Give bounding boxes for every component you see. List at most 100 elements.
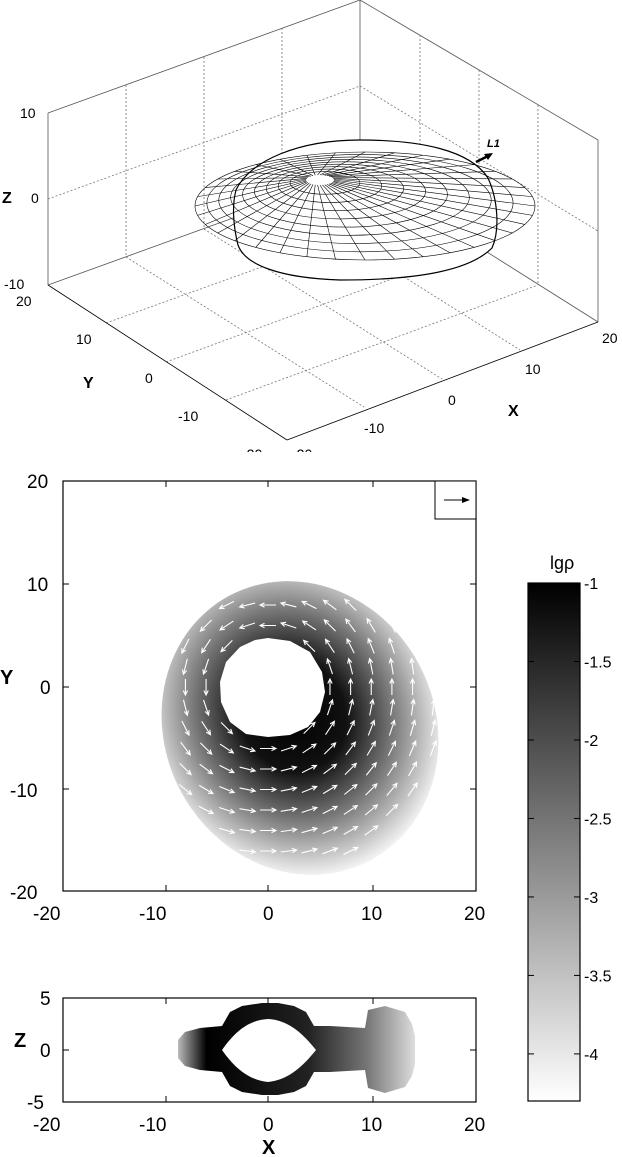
velocity-arrow (347, 657, 354, 675)
velocity-arrow (301, 620, 317, 631)
velocity-arrow (239, 766, 257, 773)
xz-x-tick-neg20: -20 (33, 1115, 60, 1136)
mesh-ring (277, 168, 383, 203)
velocity-arrow (181, 720, 190, 737)
velocity-arrow (366, 740, 377, 756)
xz-x-tick-0: 0 (263, 1115, 274, 1136)
l1-marker: L1 (475, 138, 500, 164)
mesh-spoke (234, 170, 310, 178)
velocity-arrow (431, 698, 437, 716)
xz-z-axis-label: Z (14, 1030, 26, 1052)
velocity-arrow (279, 621, 297, 629)
velocity-arrow (366, 617, 376, 633)
velocity-arrow (260, 848, 278, 854)
velocity-arrow (345, 741, 357, 756)
velocity-arrow (280, 744, 298, 752)
mesh-spoke (217, 177, 308, 180)
mesh-spoke (330, 182, 496, 241)
velocity-arrow (239, 807, 257, 814)
velocity-arrow (280, 847, 298, 854)
xy-axes-box (62, 480, 477, 892)
colorbar-tick-label: -3.5 (584, 968, 612, 985)
velocity-arrow (365, 761, 378, 776)
mesh-spoke (326, 158, 451, 176)
velocity-arrow (410, 698, 416, 716)
velocity-arrow (200, 639, 211, 654)
velocity-arrow (322, 599, 337, 611)
xz-y-tick-neg5: -5 (27, 1093, 44, 1114)
velocity-arrow (429, 739, 438, 757)
velocity-arrow (364, 825, 379, 836)
mesh-spoke (279, 158, 314, 176)
velocity-arrow (323, 763, 338, 775)
velocity-arrow (327, 677, 333, 695)
velocity-arrow (218, 620, 234, 631)
velocity-arrow (409, 719, 417, 736)
disc-outline (232, 139, 498, 281)
colorbar-tick-label: -2 (584, 733, 598, 750)
mesh-spoke (205, 181, 307, 225)
velocity-arrow (301, 826, 319, 834)
velocity-arrow (219, 743, 235, 754)
velocity-arrow (180, 741, 191, 756)
velocity-arrow (408, 637, 416, 654)
velocity-arrow (343, 825, 359, 835)
velocity-arrow (280, 827, 298, 833)
velocity-arrow (260, 807, 278, 813)
xz-y-tick-0: 0 (40, 1041, 51, 1062)
velocity-arrow (202, 699, 210, 717)
velocity-arrow (198, 784, 214, 795)
mesh-spoke (306, 155, 316, 176)
mesh-spoke (194, 179, 307, 207)
disc-surface (194, 139, 536, 281)
velocity-arrow (322, 826, 339, 835)
velocity-arrow (280, 765, 298, 772)
mesh-spoke (205, 177, 307, 188)
x-tick-20: 20 (602, 330, 618, 346)
mesh-spoke (255, 164, 312, 177)
velocity-arrow (239, 828, 257, 834)
velocity-arrow (238, 622, 256, 630)
xy-x-tick-neg10: -10 (139, 904, 166, 925)
l1-label: L1 (487, 138, 500, 150)
mesh-spoke (330, 170, 496, 178)
xz-ticks (62, 997, 477, 1103)
xz-x-axis-label: X (262, 1137, 276, 1157)
mesh-ring (266, 166, 404, 211)
colorbar-tick-label: -1 (584, 576, 598, 593)
z-tick-10: 10 (20, 105, 36, 121)
mesh-spoke (317, 184, 336, 260)
velocity-arrow (199, 763, 214, 775)
velocity-arrow (258, 602, 276, 608)
xy-density-panel: 20 10 0 -10 -20 Y -20 -10 0 10 20 (0, 472, 485, 925)
velocity-arrow (367, 637, 375, 654)
velocity-arrow (260, 745, 278, 752)
xy-inner-hole (220, 638, 325, 737)
velocity-arrow (388, 657, 394, 675)
velocity-arrow (302, 639, 316, 653)
velocity-arrow (346, 637, 355, 654)
velocity-arrow (200, 742, 213, 756)
velocity-arrow (260, 827, 278, 834)
velocity-arrow (347, 677, 354, 695)
velocity-arrow (303, 721, 316, 735)
velocity-arrow (344, 762, 358, 776)
mesh-spoke (333, 177, 525, 188)
velocity-arrow (408, 760, 418, 777)
xz-inner-hole (222, 1019, 316, 1082)
velocity-arrow (326, 657, 334, 675)
velocity-arrow (220, 639, 233, 653)
velocity-arrow (179, 762, 192, 776)
velocity-arrow (218, 806, 236, 814)
reference-vector (434, 480, 477, 520)
velocity-arrow (202, 658, 210, 676)
mesh-spoke (319, 151, 366, 176)
velocity-arrow (387, 761, 398, 776)
xz-density-panel: 5 0 -5 Z -20 -10 0 10 20 X (14, 989, 485, 1157)
z-tick-0: 0 (31, 190, 39, 206)
mesh-spoke (324, 184, 424, 257)
velocity-arrow (218, 600, 235, 610)
velocity-arrow (364, 804, 379, 816)
velocity-arrow (325, 720, 336, 735)
colorbar-gradient (527, 582, 581, 1102)
